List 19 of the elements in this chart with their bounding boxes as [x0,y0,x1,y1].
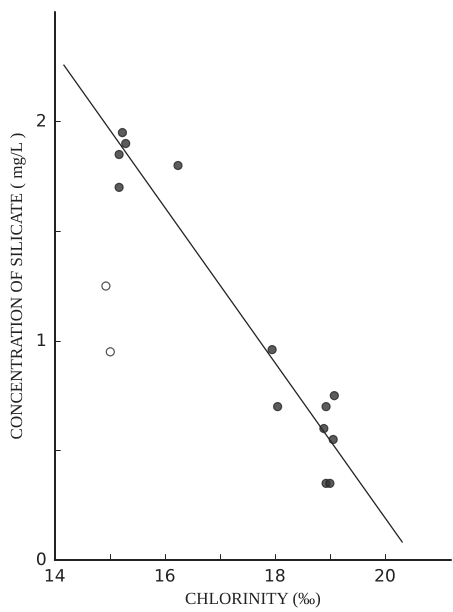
point [321,402,331,412]
point [118,128,128,138]
y-tick-label: 2 [36,112,47,132]
point [273,402,282,412]
point [121,138,130,148]
x-axis-title: CHLORINITY (‰) [184,589,321,608]
y-axis-title: CONCENTRATION OF SILICATE ( mg/L ) [7,132,26,440]
point [101,281,111,291]
point [325,478,335,488]
point [114,182,124,192]
point [114,150,124,160]
point [106,347,115,356]
x-tick-label: 18 [264,566,286,587]
x-tick-label: 20 [374,566,396,587]
point [173,160,183,170]
point [268,345,277,354]
y-tick-label: 1 [36,330,47,351]
point [330,391,339,400]
x-tick-label: 16 [154,566,176,587]
